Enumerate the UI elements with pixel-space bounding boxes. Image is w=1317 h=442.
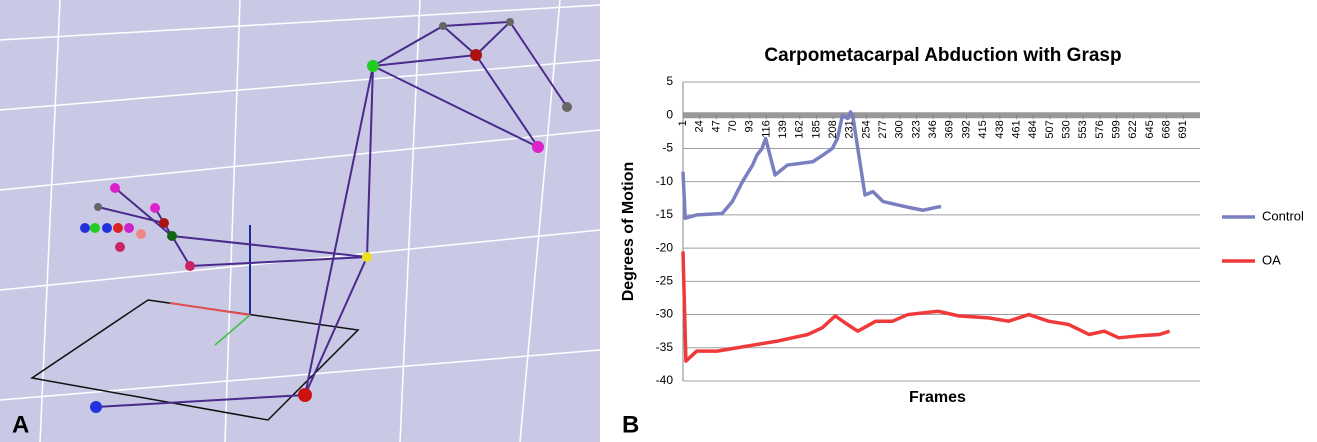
x-tick-label: 277 xyxy=(877,120,889,138)
y-tick-label: 0 xyxy=(666,107,673,121)
legend-label: OA xyxy=(1262,252,1281,267)
x-tick-label: 369 xyxy=(944,120,956,138)
x-tick-label: 461 xyxy=(1010,120,1022,138)
y-tick-label: -35 xyxy=(656,340,674,354)
scene-3d: A xyxy=(0,0,600,442)
chart-title: Carpometacarpal Abduction with Grasp xyxy=(764,45,1121,66)
x-tick-label: 162 xyxy=(794,120,806,138)
x-tick-label: 139 xyxy=(777,120,789,138)
y-tick-label: -30 xyxy=(656,307,674,321)
series-line xyxy=(683,251,1170,361)
x-tick-label: 507 xyxy=(1044,120,1056,138)
y-tick-label: -15 xyxy=(656,207,674,221)
x-tick-label: 668 xyxy=(1161,120,1173,138)
x-tick-label: 254 xyxy=(860,120,872,138)
x-tick-label: 70 xyxy=(727,120,739,132)
x-tick-label: 415 xyxy=(977,120,989,138)
figure: A B Carpometacarpal Abduction with Grasp D… xyxy=(0,0,1317,442)
y-tick-label: -25 xyxy=(656,274,674,288)
x-tick-label: 346 xyxy=(927,120,939,138)
x-tick-label: 645 xyxy=(1144,120,1156,138)
panel-label: B xyxy=(622,411,639,438)
x-tick-label: 116 xyxy=(760,120,772,138)
y-tick-label: -10 xyxy=(656,174,674,188)
y-tick-label: -20 xyxy=(656,240,674,254)
x-axis-label: Frames xyxy=(909,389,966,406)
x-tick-label: 553 xyxy=(1077,120,1089,138)
x-tick-label: 185 xyxy=(810,120,822,138)
x-tick-label: 530 xyxy=(1060,120,1072,138)
y-axis-label: Degrees of Motion xyxy=(620,162,637,302)
y-tick-label: 5 xyxy=(666,74,673,88)
x-tick-label: 1 xyxy=(677,120,689,126)
legend-label: Control xyxy=(1262,208,1304,223)
x-tick-label: 323 xyxy=(910,120,922,138)
y-tick-label: -40 xyxy=(656,373,674,387)
x-tick-label: 392 xyxy=(960,120,972,138)
x-tick-label: 484 xyxy=(1027,120,1039,138)
x-tick-label: 599 xyxy=(1111,120,1123,138)
x-tick-label: 622 xyxy=(1127,120,1139,138)
panel-label: A xyxy=(12,411,29,438)
x-tick-label: 691 xyxy=(1177,120,1189,138)
x-tick-label: 93 xyxy=(744,120,756,132)
x-tick-label: 300 xyxy=(894,120,906,138)
x-tick-label: 576 xyxy=(1094,120,1106,138)
y-tick-label: -5 xyxy=(662,141,673,155)
x-tick-label: 47 xyxy=(710,120,722,132)
x-tick-label: 438 xyxy=(994,120,1006,138)
x-tick-label: 24 xyxy=(694,120,706,132)
